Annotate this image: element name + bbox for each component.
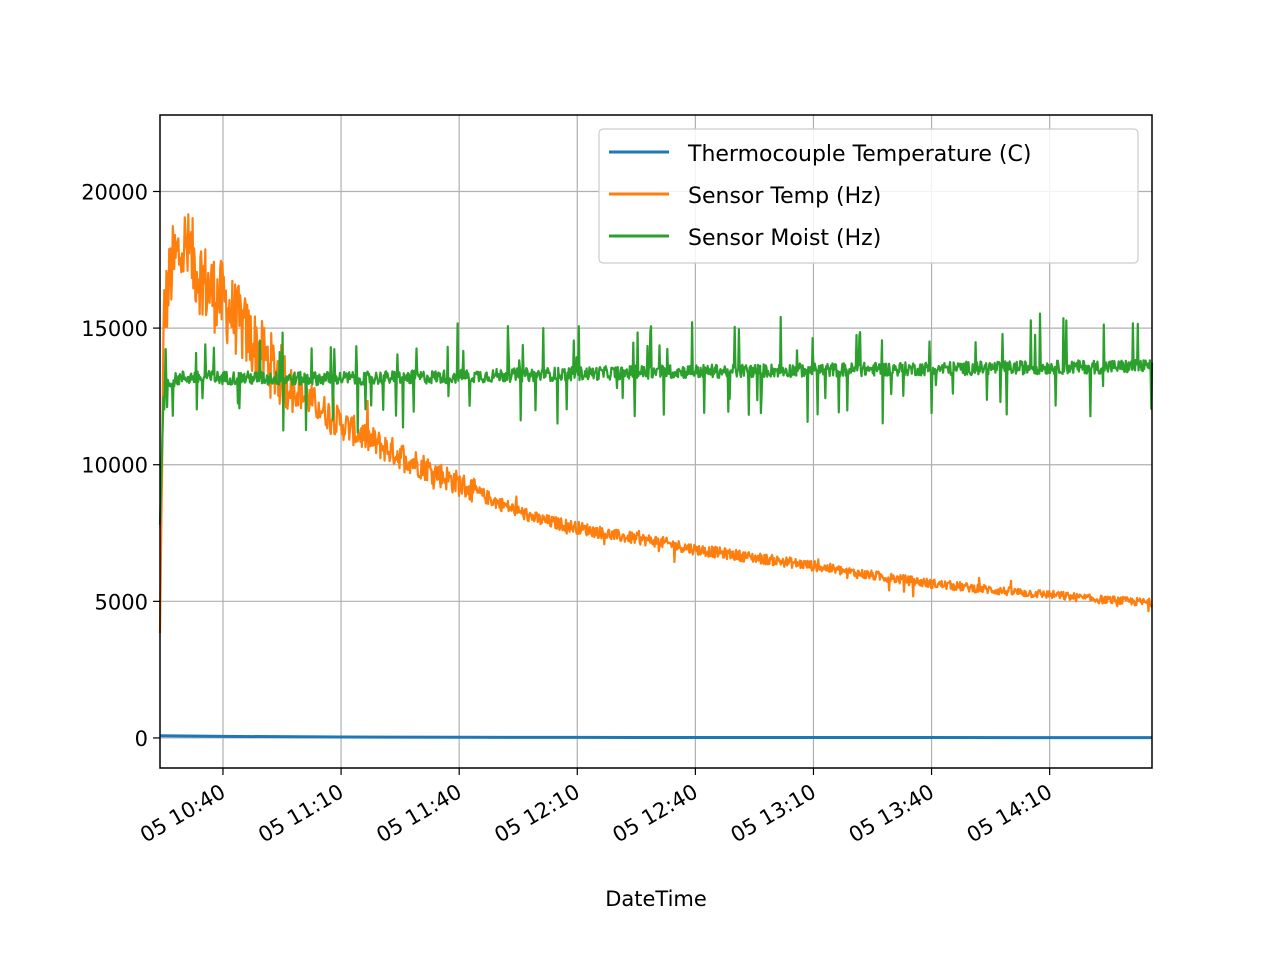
legend-label-sensor-moist: Sensor Moist (Hz) <box>688 226 881 251</box>
y-axis: 0 5000 10000 15000 20000 <box>81 181 160 751</box>
legend-label-sensor-temp: Sensor Temp (Hz) <box>688 184 881 209</box>
series-layer <box>158 213 1154 740</box>
sensor-temp-line <box>158 213 1154 634</box>
y-tick-label: 15000 <box>81 317 148 341</box>
legend-box <box>598 128 1139 264</box>
y-tick-label: 0 <box>135 727 148 751</box>
x-axis-title: DateTime <box>605 887 707 911</box>
y-tick-label: 10000 <box>81 454 148 478</box>
sensor-moist-line <box>158 312 1154 525</box>
legend-label-thermocouple: Thermocouple Temperature (C) <box>687 142 1031 167</box>
legend: Thermocouple Temperature (C) Sensor Temp… <box>598 128 1139 264</box>
plot-frame <box>159 114 1153 769</box>
y-tick-label: 5000 <box>95 590 148 614</box>
y-tick-label: 20000 <box>81 181 148 205</box>
thermocouple-temperature-line <box>159 734 1152 740</box>
